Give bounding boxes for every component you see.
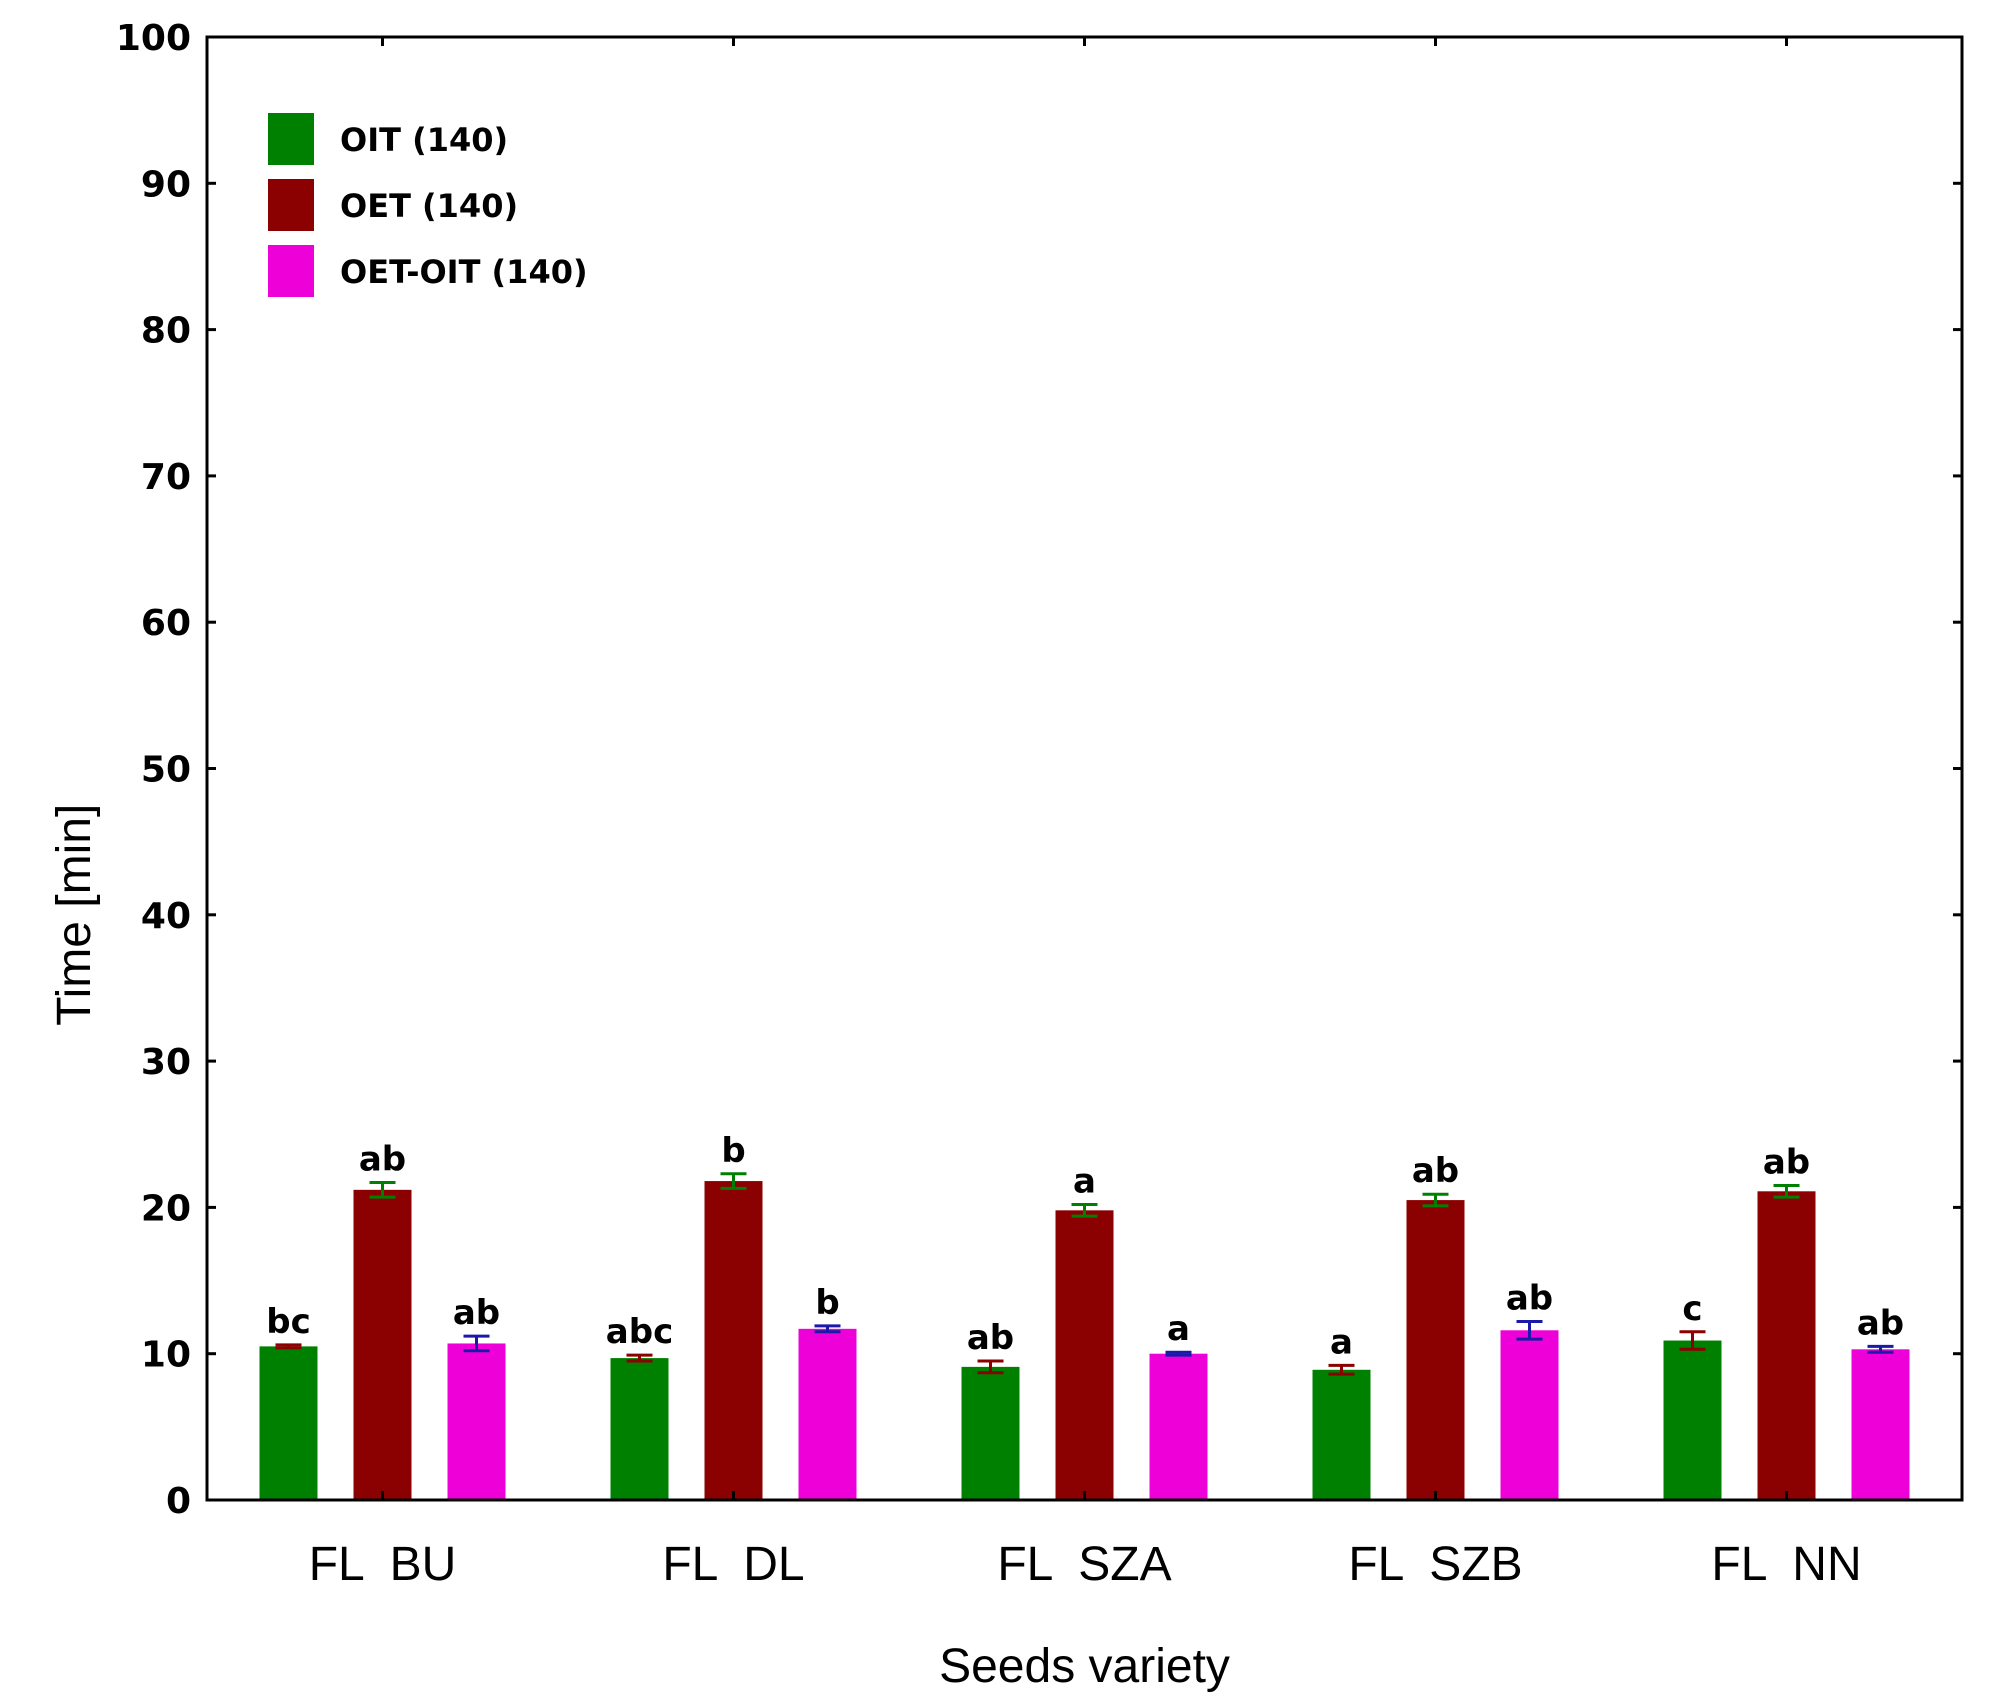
- y-tick-label-60: 60: [141, 603, 191, 644]
- sig-label-oet-140-fl-bu: ab: [359, 1140, 406, 1180]
- legend-item-oet-oit: OET-OIT (140): [268, 245, 588, 297]
- error-bar-oet-oit-140-fl-nn: [1867, 1344, 1894, 1354]
- error-bars-layer: [275, 1172, 1894, 1376]
- legend-label-oit: OIT (140): [340, 121, 508, 159]
- sig-label-oit-140-fl-dl: abc: [606, 1312, 673, 1352]
- y-tick-label-70: 70: [141, 457, 191, 498]
- bar-oet-140-fl-szb: [1406, 1200, 1465, 1500]
- error-bar-oit-140-fl-szb: [1328, 1363, 1355, 1376]
- y-tick-label-0: 0: [166, 1481, 191, 1522]
- bar-oit-140-fl-sza: [961, 1366, 1020, 1500]
- y-tick-label-90: 90: [141, 164, 191, 205]
- error-bar-oet-oit-140-fl-sza: [1165, 1350, 1192, 1357]
- sig-label-oet-oit-140-fl-bu: ab: [453, 1293, 500, 1333]
- y-tick-label-80: 80: [141, 311, 191, 352]
- y-tick-label-30: 30: [141, 1042, 191, 1083]
- legend-item-oit: OIT (140): [268, 113, 508, 165]
- sig-label-oit-140-fl-nn: c: [1682, 1289, 1702, 1329]
- error-bar-oit-140-fl-bu: [275, 1343, 302, 1350]
- bar-oit-140-fl-bu: [259, 1346, 318, 1500]
- sig-label-oet-140-fl-nn: ab: [1763, 1142, 1810, 1182]
- y-tick-label-20: 20: [141, 1188, 191, 1229]
- sig-label-oet-oit-140-fl-dl: b: [815, 1283, 839, 1323]
- y-tick-label-40: 40: [141, 896, 191, 937]
- error-bar-oet-oit-140-fl-szb: [1516, 1320, 1543, 1341]
- sig-label-oit-140-fl-szb: a: [1330, 1322, 1353, 1362]
- legend-swatch-oet: [268, 179, 314, 231]
- error-bar-oet-140-fl-nn: [1773, 1183, 1800, 1199]
- sig-label-oet-140-fl-dl: b: [721, 1131, 745, 1171]
- legend-swatch-oit: [268, 113, 314, 165]
- bar-oit-140-fl-szb: [1312, 1369, 1371, 1500]
- bar-oet-oit-140-fl-dl: [798, 1328, 857, 1500]
- legend: OIT (140) OET (140) OET-OIT (140): [268, 113, 588, 297]
- y-axis: 0 10 20 30 40 50 60 70 80 90 100: [116, 18, 1962, 1522]
- error-bar-oit-140-fl-nn: [1679, 1330, 1706, 1351]
- error-bar-oet-140-fl-bu: [369, 1181, 396, 1199]
- sig-label-oet-140-fl-szb: ab: [1412, 1151, 1459, 1191]
- legend-label-oet-oit: OET-OIT (140): [340, 253, 588, 291]
- error-bar-oet-140-fl-dl: [720, 1172, 747, 1190]
- bars-layer: [259, 1181, 1910, 1500]
- y-tick-label-100: 100: [116, 18, 191, 59]
- bar-oet-oit-140-fl-sza: [1149, 1353, 1208, 1500]
- bar-oit-140-fl-dl: [610, 1358, 669, 1500]
- sig-label-oet-oit-140-fl-szb: ab: [1506, 1279, 1553, 1319]
- sig-label-oet-oit-140-fl-nn: ab: [1857, 1303, 1904, 1343]
- sig-label-oit-140-fl-sza: ab: [967, 1318, 1014, 1358]
- x-axis-title: Seeds variety: [939, 1640, 1230, 1693]
- x-tick-label-fl-szb: FL SZB: [1348, 1538, 1522, 1591]
- error-bar-oet-oit-140-fl-bu: [463, 1334, 490, 1353]
- sig-label-oet-oit-140-fl-sza: a: [1167, 1309, 1190, 1349]
- error-bar-oet-140-fl-szb: [1422, 1192, 1449, 1208]
- bar-oet-140-fl-bu: [353, 1189, 412, 1500]
- sig-label-oit-140-fl-bu: bc: [266, 1302, 311, 1342]
- error-bar-oet-oit-140-fl-dl: [814, 1324, 841, 1334]
- x-tick-label-fl-dl: FL DL: [662, 1538, 804, 1591]
- bar-oet-oit-140-fl-szb: [1500, 1330, 1559, 1500]
- sig-label-oet-140-fl-sza: a: [1073, 1161, 1096, 1201]
- legend-swatch-oet-oit: [268, 245, 314, 297]
- y-tick-label-10: 10: [141, 1335, 191, 1376]
- legend-label-oet: OET (140): [340, 187, 518, 225]
- x-tick-label-fl-nn: FL NN: [1711, 1538, 1861, 1591]
- legend-item-oet: OET (140): [268, 179, 518, 231]
- error-bar-oet-140-fl-sza: [1071, 1202, 1098, 1218]
- x-axis: FL BU FL DL FL SZA FL SZB FL NN: [309, 37, 1862, 1591]
- y-axis-title: Time [min]: [48, 804, 101, 1026]
- y-tick-label-50: 50: [141, 750, 191, 791]
- x-tick-label-fl-bu: FL BU: [309, 1538, 457, 1591]
- x-tick-label-fl-sza: FL SZA: [997, 1538, 1171, 1591]
- error-bar-oit-140-fl-sza: [977, 1359, 1004, 1375]
- bar-oet-140-fl-sza: [1055, 1210, 1114, 1500]
- bar-oet-140-fl-nn: [1757, 1191, 1816, 1500]
- bar-oet-oit-140-fl-nn: [1851, 1349, 1910, 1500]
- bar-oet-140-fl-dl: [704, 1181, 763, 1500]
- bar-oit-140-fl-nn: [1663, 1340, 1722, 1500]
- error-bar-oit-140-fl-dl: [626, 1353, 653, 1363]
- bar-oet-oit-140-fl-bu: [447, 1343, 506, 1500]
